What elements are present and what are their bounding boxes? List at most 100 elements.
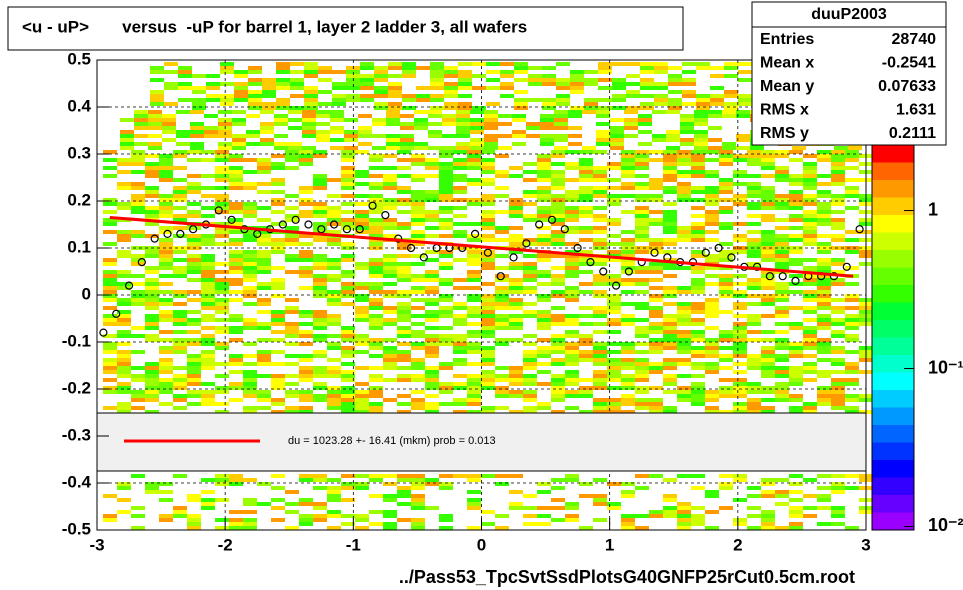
heat-cell <box>187 354 201 358</box>
heat-cell <box>747 250 761 254</box>
heat-cell <box>551 338 565 342</box>
heat-cell <box>710 102 724 106</box>
heat-cell <box>332 94 346 98</box>
heat-cell <box>458 94 472 98</box>
heat-cell <box>204 130 218 134</box>
heat-cell <box>705 198 719 202</box>
heat-cell <box>705 362 719 366</box>
heat-cell <box>831 198 845 202</box>
heat-cell <box>164 102 178 106</box>
heat-cell <box>705 406 719 410</box>
heat-cell <box>299 498 313 502</box>
heat-cell <box>705 282 719 286</box>
heat-cell <box>705 222 719 226</box>
heat-cell <box>509 490 523 494</box>
heat-cell <box>304 66 318 70</box>
heat-cell <box>248 106 262 110</box>
heat-cell <box>159 238 173 242</box>
heat-cell <box>551 282 565 286</box>
heat-cell <box>565 166 579 170</box>
heat-cell <box>649 218 663 222</box>
heat-cell <box>159 198 173 202</box>
heat-cell <box>635 366 649 370</box>
heat-cell <box>803 334 817 338</box>
heat-cell <box>383 358 397 362</box>
heat-cell <box>467 294 481 298</box>
heat-cell <box>817 294 831 298</box>
heat-cell <box>299 406 313 410</box>
heat-cell <box>817 474 831 478</box>
heat-cell <box>831 202 845 206</box>
heat-cell <box>593 206 607 210</box>
heat-cell <box>453 190 467 194</box>
heat-cell <box>733 382 747 386</box>
heat-cell <box>344 146 358 150</box>
heat-cell <box>540 118 554 122</box>
heat-cell <box>719 206 733 210</box>
heat-cell <box>775 490 789 494</box>
heat-cell <box>299 162 313 166</box>
heat-cell <box>145 266 159 270</box>
heat-cell <box>369 474 383 478</box>
heat-cell <box>313 238 327 242</box>
heat-cell <box>612 94 626 98</box>
heat-cell <box>425 302 439 306</box>
heat-cell <box>425 394 439 398</box>
heat-cell <box>467 378 481 382</box>
heat-cell <box>831 370 845 374</box>
heat-cell <box>705 214 719 218</box>
color-step <box>872 215 914 233</box>
heat-cell <box>649 278 663 282</box>
heat-cell <box>789 178 803 182</box>
heat-cell <box>593 258 607 262</box>
heat-cell <box>131 194 145 198</box>
heat-cell <box>397 174 411 178</box>
heat-cell <box>775 262 789 266</box>
heat-cell <box>817 150 831 154</box>
heat-cell <box>523 378 537 382</box>
heat-cell <box>416 98 430 102</box>
heat-cell <box>596 130 610 134</box>
heat-cell <box>187 322 201 326</box>
heat-cell <box>719 354 733 358</box>
heat-cell <box>411 390 425 394</box>
heat-cell <box>145 186 159 190</box>
heat-cell <box>551 350 565 354</box>
heat-cell <box>537 158 551 162</box>
heat-cell <box>584 70 598 74</box>
heat-cell <box>414 126 428 130</box>
heat-cell <box>346 74 360 78</box>
heat-cell <box>649 194 663 198</box>
heat-cell <box>831 334 845 338</box>
heat-cell <box>551 194 565 198</box>
heat-cell <box>607 402 621 406</box>
heat-cell <box>145 490 159 494</box>
heat-cell <box>341 242 355 246</box>
heat-cell <box>103 166 117 170</box>
heat-cell <box>148 126 162 130</box>
heat-cell <box>187 318 201 322</box>
heat-cell <box>652 110 666 114</box>
heat-cell <box>215 318 229 322</box>
heat-cell <box>257 238 271 242</box>
heat-cell <box>537 310 551 314</box>
heat-cell <box>229 522 243 526</box>
heat-cell <box>817 302 831 306</box>
heat-cell <box>173 346 187 350</box>
heat-cell <box>117 366 131 370</box>
heat-cell <box>635 334 649 338</box>
heat-cell <box>761 158 775 162</box>
heat-cell <box>761 194 775 198</box>
heat-cell <box>526 126 540 130</box>
heat-cell <box>638 114 652 118</box>
heat-cell <box>159 162 173 166</box>
heat-cell <box>232 138 246 142</box>
heat-cell <box>593 230 607 234</box>
heat-cell <box>215 278 229 282</box>
heat-cell <box>150 66 164 70</box>
heat-cell <box>467 198 481 202</box>
heat-cell <box>733 306 747 310</box>
heat-cell <box>425 370 439 374</box>
heat-cell <box>733 202 747 206</box>
heat-cell <box>691 250 705 254</box>
